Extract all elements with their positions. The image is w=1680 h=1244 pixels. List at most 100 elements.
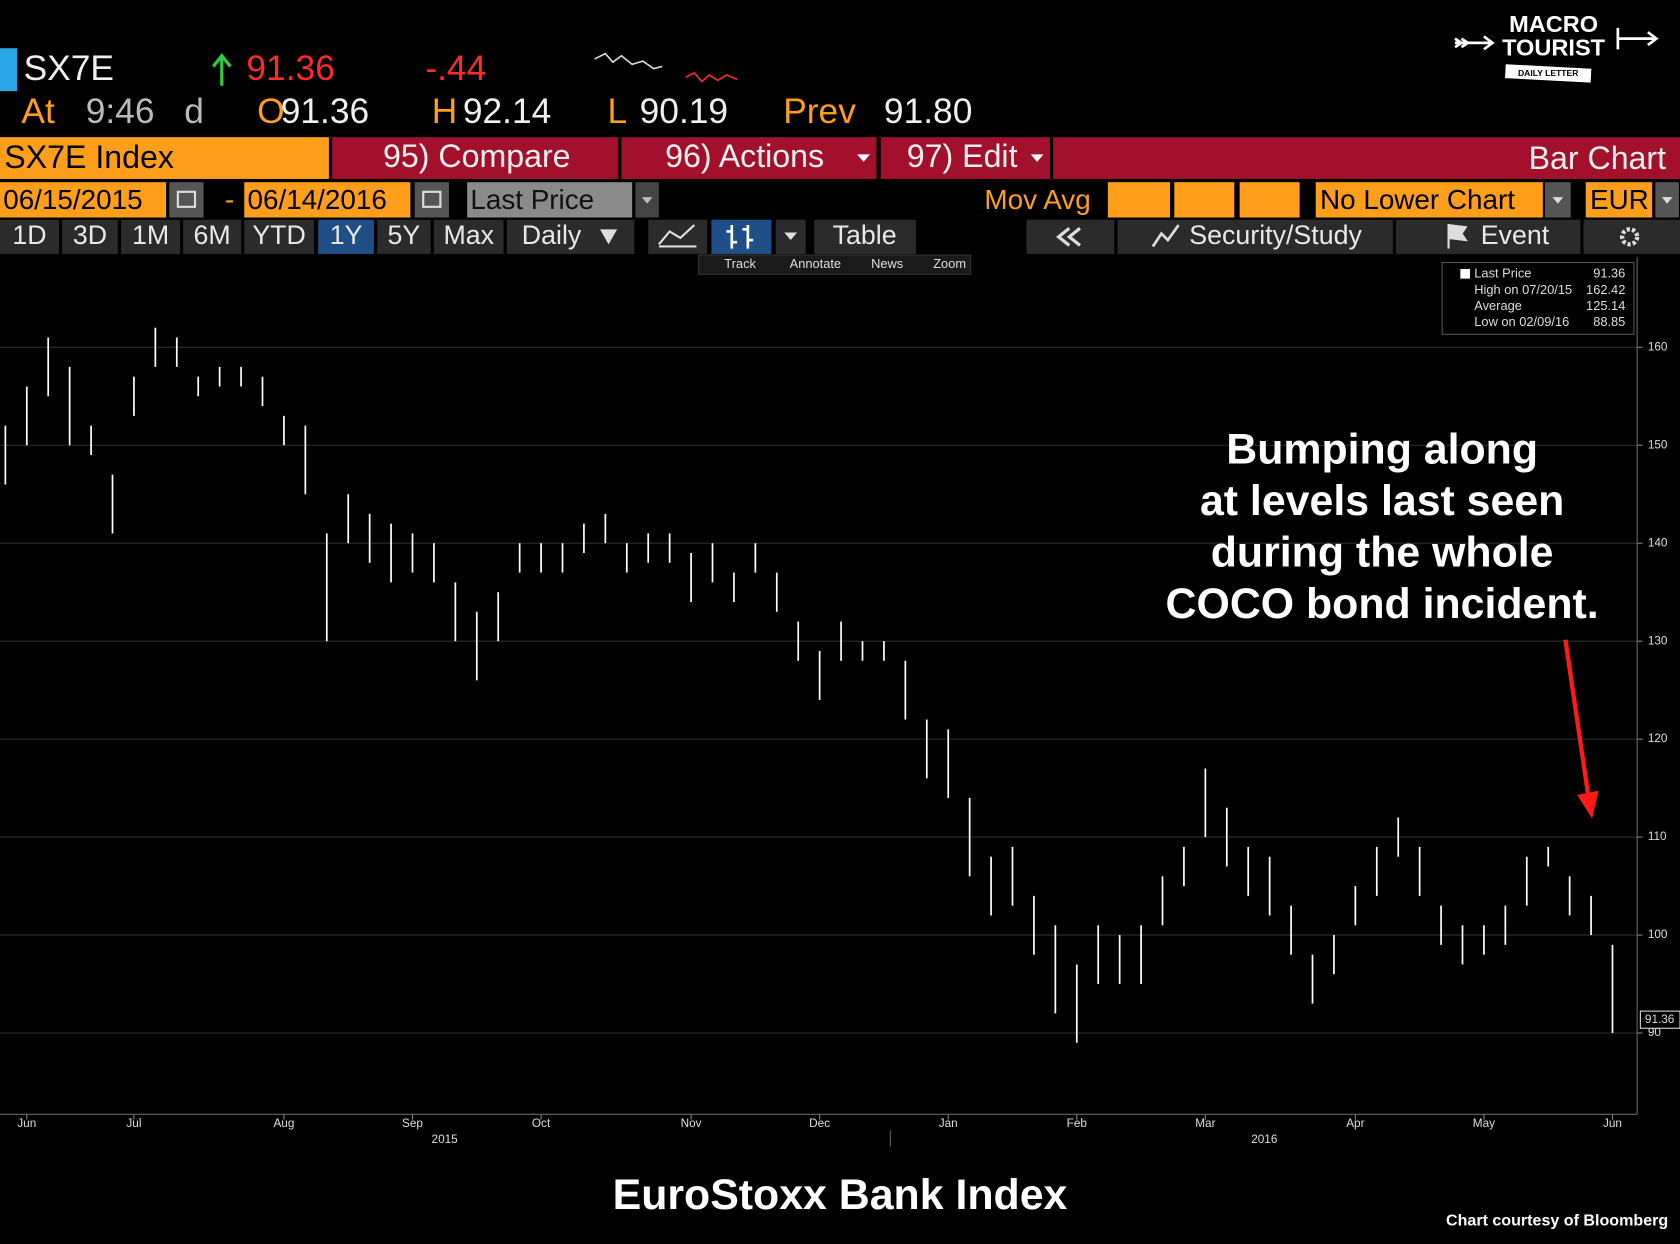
dropdown-icon [641,197,653,204]
end-date-field[interactable] [244,182,411,218]
x-tick-label: Apr [1346,1117,1364,1130]
stat-label: Last Price [1474,266,1531,281]
dropdown-icon [857,154,870,162]
subtool[interactable]: Track [724,256,756,271]
security-field[interactable] [0,137,329,179]
period[interactable]: Daily [522,220,582,250]
last-value-label: 91.36 [1645,1013,1675,1026]
period[interactable]: 1Y [330,220,363,250]
subtool[interactable]: Annotate [790,256,841,271]
start-date[interactable]: 06/15/2015 [3,184,142,215]
logo-banner [1505,64,1592,83]
subtool-bar [698,254,972,275]
y-tick-label: 110 [1648,830,1667,843]
field[interactable]: Last Price [470,184,594,215]
mov-avg-field[interactable] [1239,182,1300,218]
y-tick-label: 130 [1648,634,1668,647]
calendar-button[interactable] [414,182,449,218]
dropdown-icon [784,232,798,241]
period-button[interactable] [506,219,635,254]
period[interactable]: 1D [12,220,46,250]
security[interactable]: SX7E Index [4,139,174,175]
ticker-marker [0,48,18,92]
prev-label: Prev [783,92,856,131]
stats-box [1441,261,1635,335]
period-button[interactable] [377,219,431,254]
period-button[interactable] [183,219,242,254]
y-tick-label: 160 [1648,340,1668,353]
compare-button[interactable] [332,137,619,179]
mov-avg-label: Mov Avg [984,184,1090,215]
x-tick-label: Jan [939,1117,958,1130]
lower-chart[interactable]: No Lower Chart [1320,184,1515,215]
table-button[interactable] [814,219,917,254]
y-tick-label: 140 [1648,536,1668,549]
calendar-button[interactable] [169,182,204,218]
subtool-group: Track Annotate News Zoom [724,256,966,271]
open: 91.36 [281,92,369,131]
table[interactable]: Table [833,220,897,250]
period-button[interactable] [244,219,314,254]
stat-label: Average [1474,298,1522,313]
end-date[interactable]: 06/14/2016 [247,184,386,215]
period-button[interactable] [121,219,180,254]
period[interactable]: 5Y [388,220,421,250]
field-select[interactable] [467,182,633,218]
period[interactable]: 3D [73,220,107,250]
event-button[interactable] [1396,219,1581,254]
line-chart-icon [658,224,697,248]
date-dash: - [225,184,234,215]
x-tick-label: Oct [532,1117,551,1130]
last-value-box [1639,1010,1680,1029]
mov-avg-field[interactable] [1107,182,1170,218]
currency-select[interactable] [1585,182,1653,218]
period-button[interactable] [318,219,374,254]
period[interactable]: 1M [132,220,169,250]
currency[interactable]: EUR [1590,184,1649,215]
subtool[interactable]: Zoom [933,256,966,271]
edit-button[interactable] [880,137,1050,179]
lower-chart-select[interactable] [1315,182,1543,218]
plot: 90 100 110 120 130 140 150 160 Jun Jul Aug Sep Oct No… [0,327,1680,1146]
period-button[interactable] [433,219,504,254]
year-label: 2015 [432,1133,459,1146]
compare[interactable]: 95) Compare [383,138,570,174]
period[interactable]: Max [443,220,494,250]
up-arrow [211,53,232,86]
x-tick-label: Nov [681,1117,702,1130]
stat-label: Low on 02/09/16 [1474,314,1569,329]
mov-avg-field[interactable] [1174,182,1235,218]
event[interactable]: Event [1481,220,1550,250]
annotation-text: at levels last seen [1200,477,1564,525]
start-date-field[interactable] [0,182,167,218]
y-tick-label: 120 [1648,732,1668,745]
actions-button[interactable] [621,137,877,179]
settings-button[interactable] [1583,219,1680,254]
bar-chart-button[interactable] [711,219,772,254]
dropdown-icon [1661,197,1673,204]
x-tick-label: Mar [1195,1117,1215,1130]
period-bar: 1D 3D 1M 6M YTD 1Y 5Y Max Daily [0,219,635,254]
y-tick-label: 100 [1648,928,1668,941]
study[interactable]: Security/Study [1189,220,1362,250]
dropdown-icon [1552,197,1564,204]
annotation-text: COCO bond incident. [1166,580,1599,628]
study-icon [1151,224,1180,248]
ticker: SX7E [24,49,114,88]
gear-icon [1620,227,1640,247]
high: 92.14 [463,92,551,131]
subtool[interactable]: News [871,256,903,271]
source: Chart courtesy of Bloomberg [1446,1212,1668,1230]
period[interactable]: YTD [252,220,306,250]
stat-value: 125.14 [1586,298,1625,313]
period[interactable]: 6M [194,220,231,250]
period-button[interactable] [0,219,59,254]
logo-text: TOURIST [1502,35,1606,61]
actions[interactable]: 96) Actions [665,138,824,174]
period-button[interactable] [62,219,118,254]
edit[interactable]: 97) Edit [907,138,1018,174]
x-tick-label: Sep [402,1117,423,1130]
annotation-arrowhead [1577,790,1599,819]
